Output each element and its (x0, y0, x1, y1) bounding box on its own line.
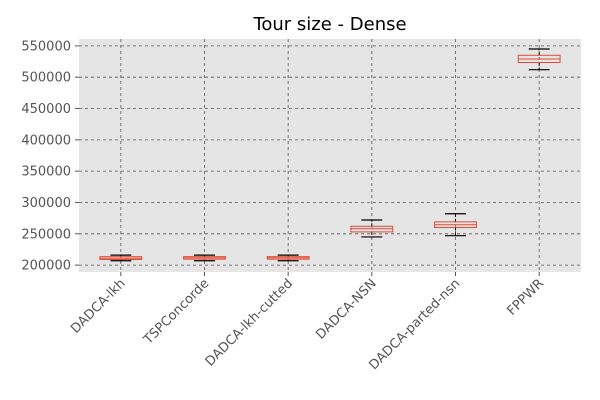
x-tick-label: DADCA-NSN (313, 276, 379, 342)
box-DADCA-NSN (350, 219, 394, 238)
x-tick-label: TSPConcorde (140, 276, 212, 348)
box-TSPConcorde (183, 254, 226, 262)
box-DADCA-parted-nsn (434, 213, 477, 237)
x-tick-label: DADCA-parted-nsn (367, 276, 464, 373)
y-tick-label: 250000 (21, 227, 71, 242)
box-DADCA-lkh (99, 254, 143, 262)
y-tick-label: 450000 (21, 102, 71, 117)
box-FPPWR (517, 48, 561, 71)
y-tick-label: 200000 (21, 259, 71, 274)
x-tick-label: DADCA-lkh-cutted (203, 276, 296, 369)
x-tick-label: DADCA-lkh (68, 276, 128, 336)
grid-lines (79, 39, 581, 272)
x-tick-label: FPPWR (505, 276, 547, 318)
y-tick-label: 500000 (21, 71, 71, 86)
chart-title: Tour size - Dense (252, 14, 406, 35)
plot-area (79, 39, 581, 272)
y-axis-ticks: 200000 250000 300000 350000 400000 450000 5000… (21, 39, 79, 274)
y-tick-label: 550000 (21, 39, 71, 54)
y-tick-label: 400000 (21, 133, 71, 148)
boxes (99, 48, 561, 262)
y-tick-label: 300000 (21, 196, 71, 211)
box-DADCA-lkh-cutted (266, 254, 310, 262)
y-tick-label: 350000 (21, 165, 71, 180)
